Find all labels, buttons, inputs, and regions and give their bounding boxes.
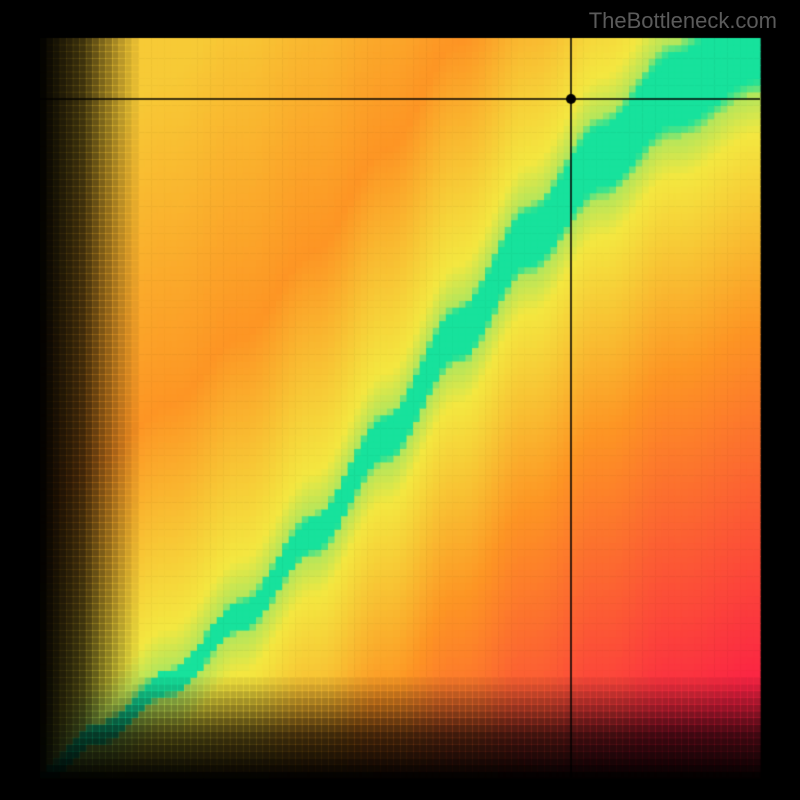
watermark-text: TheBottleneck.com: [589, 8, 777, 34]
heatmap-canvas: [0, 0, 800, 800]
chart-container: TheBottleneck.com: [0, 0, 800, 800]
